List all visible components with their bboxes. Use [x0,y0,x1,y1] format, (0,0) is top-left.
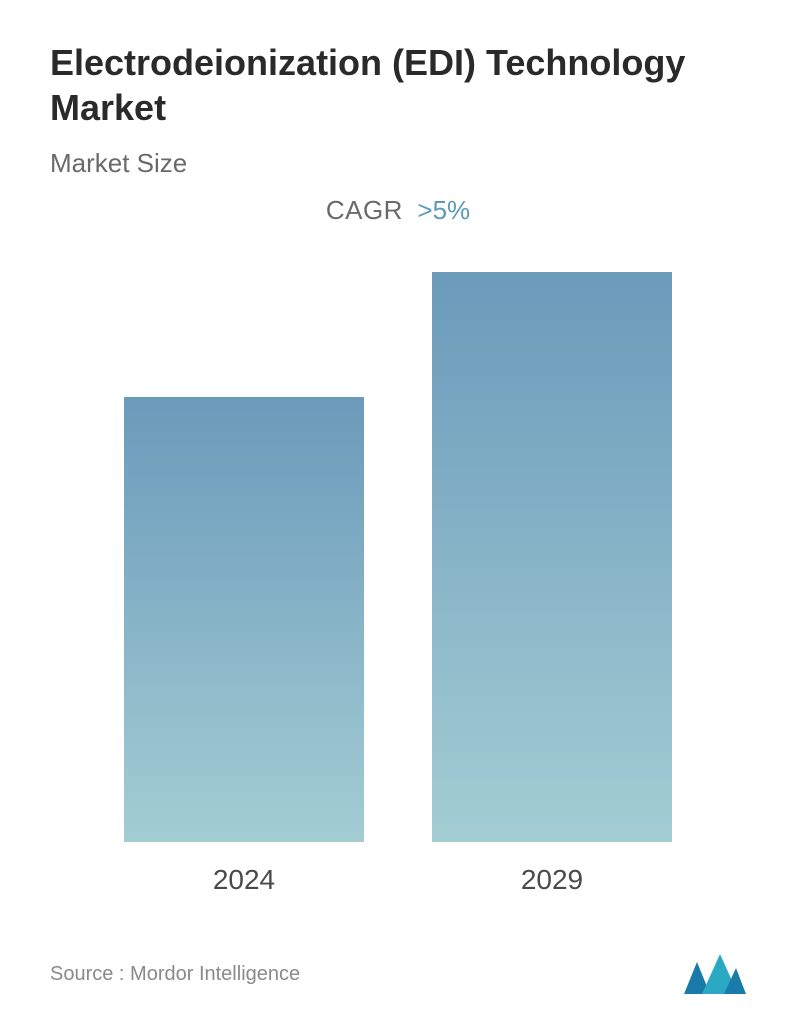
chart-subtitle: Market Size [50,148,746,179]
mordor-logo-icon [684,954,746,994]
cagr-value: >5% [417,195,470,225]
cagr-row: CAGR >5% [50,195,746,226]
bar-chart: 2024 2029 [50,256,746,896]
bar-group-0: 2024 [124,397,364,896]
source-text: Source : Mordor Intelligence [50,963,300,986]
bar-label-1: 2029 [521,864,583,896]
bar-0 [124,397,364,842]
chart-title: Electrodeionization (EDI) Technology Mar… [50,40,746,130]
bar-1 [432,272,672,842]
footer: Source : Mordor Intelligence [50,954,746,994]
cagr-label: CAGR [326,195,403,225]
bar-group-1: 2029 [432,272,672,896]
bar-label-0: 2024 [213,864,275,896]
